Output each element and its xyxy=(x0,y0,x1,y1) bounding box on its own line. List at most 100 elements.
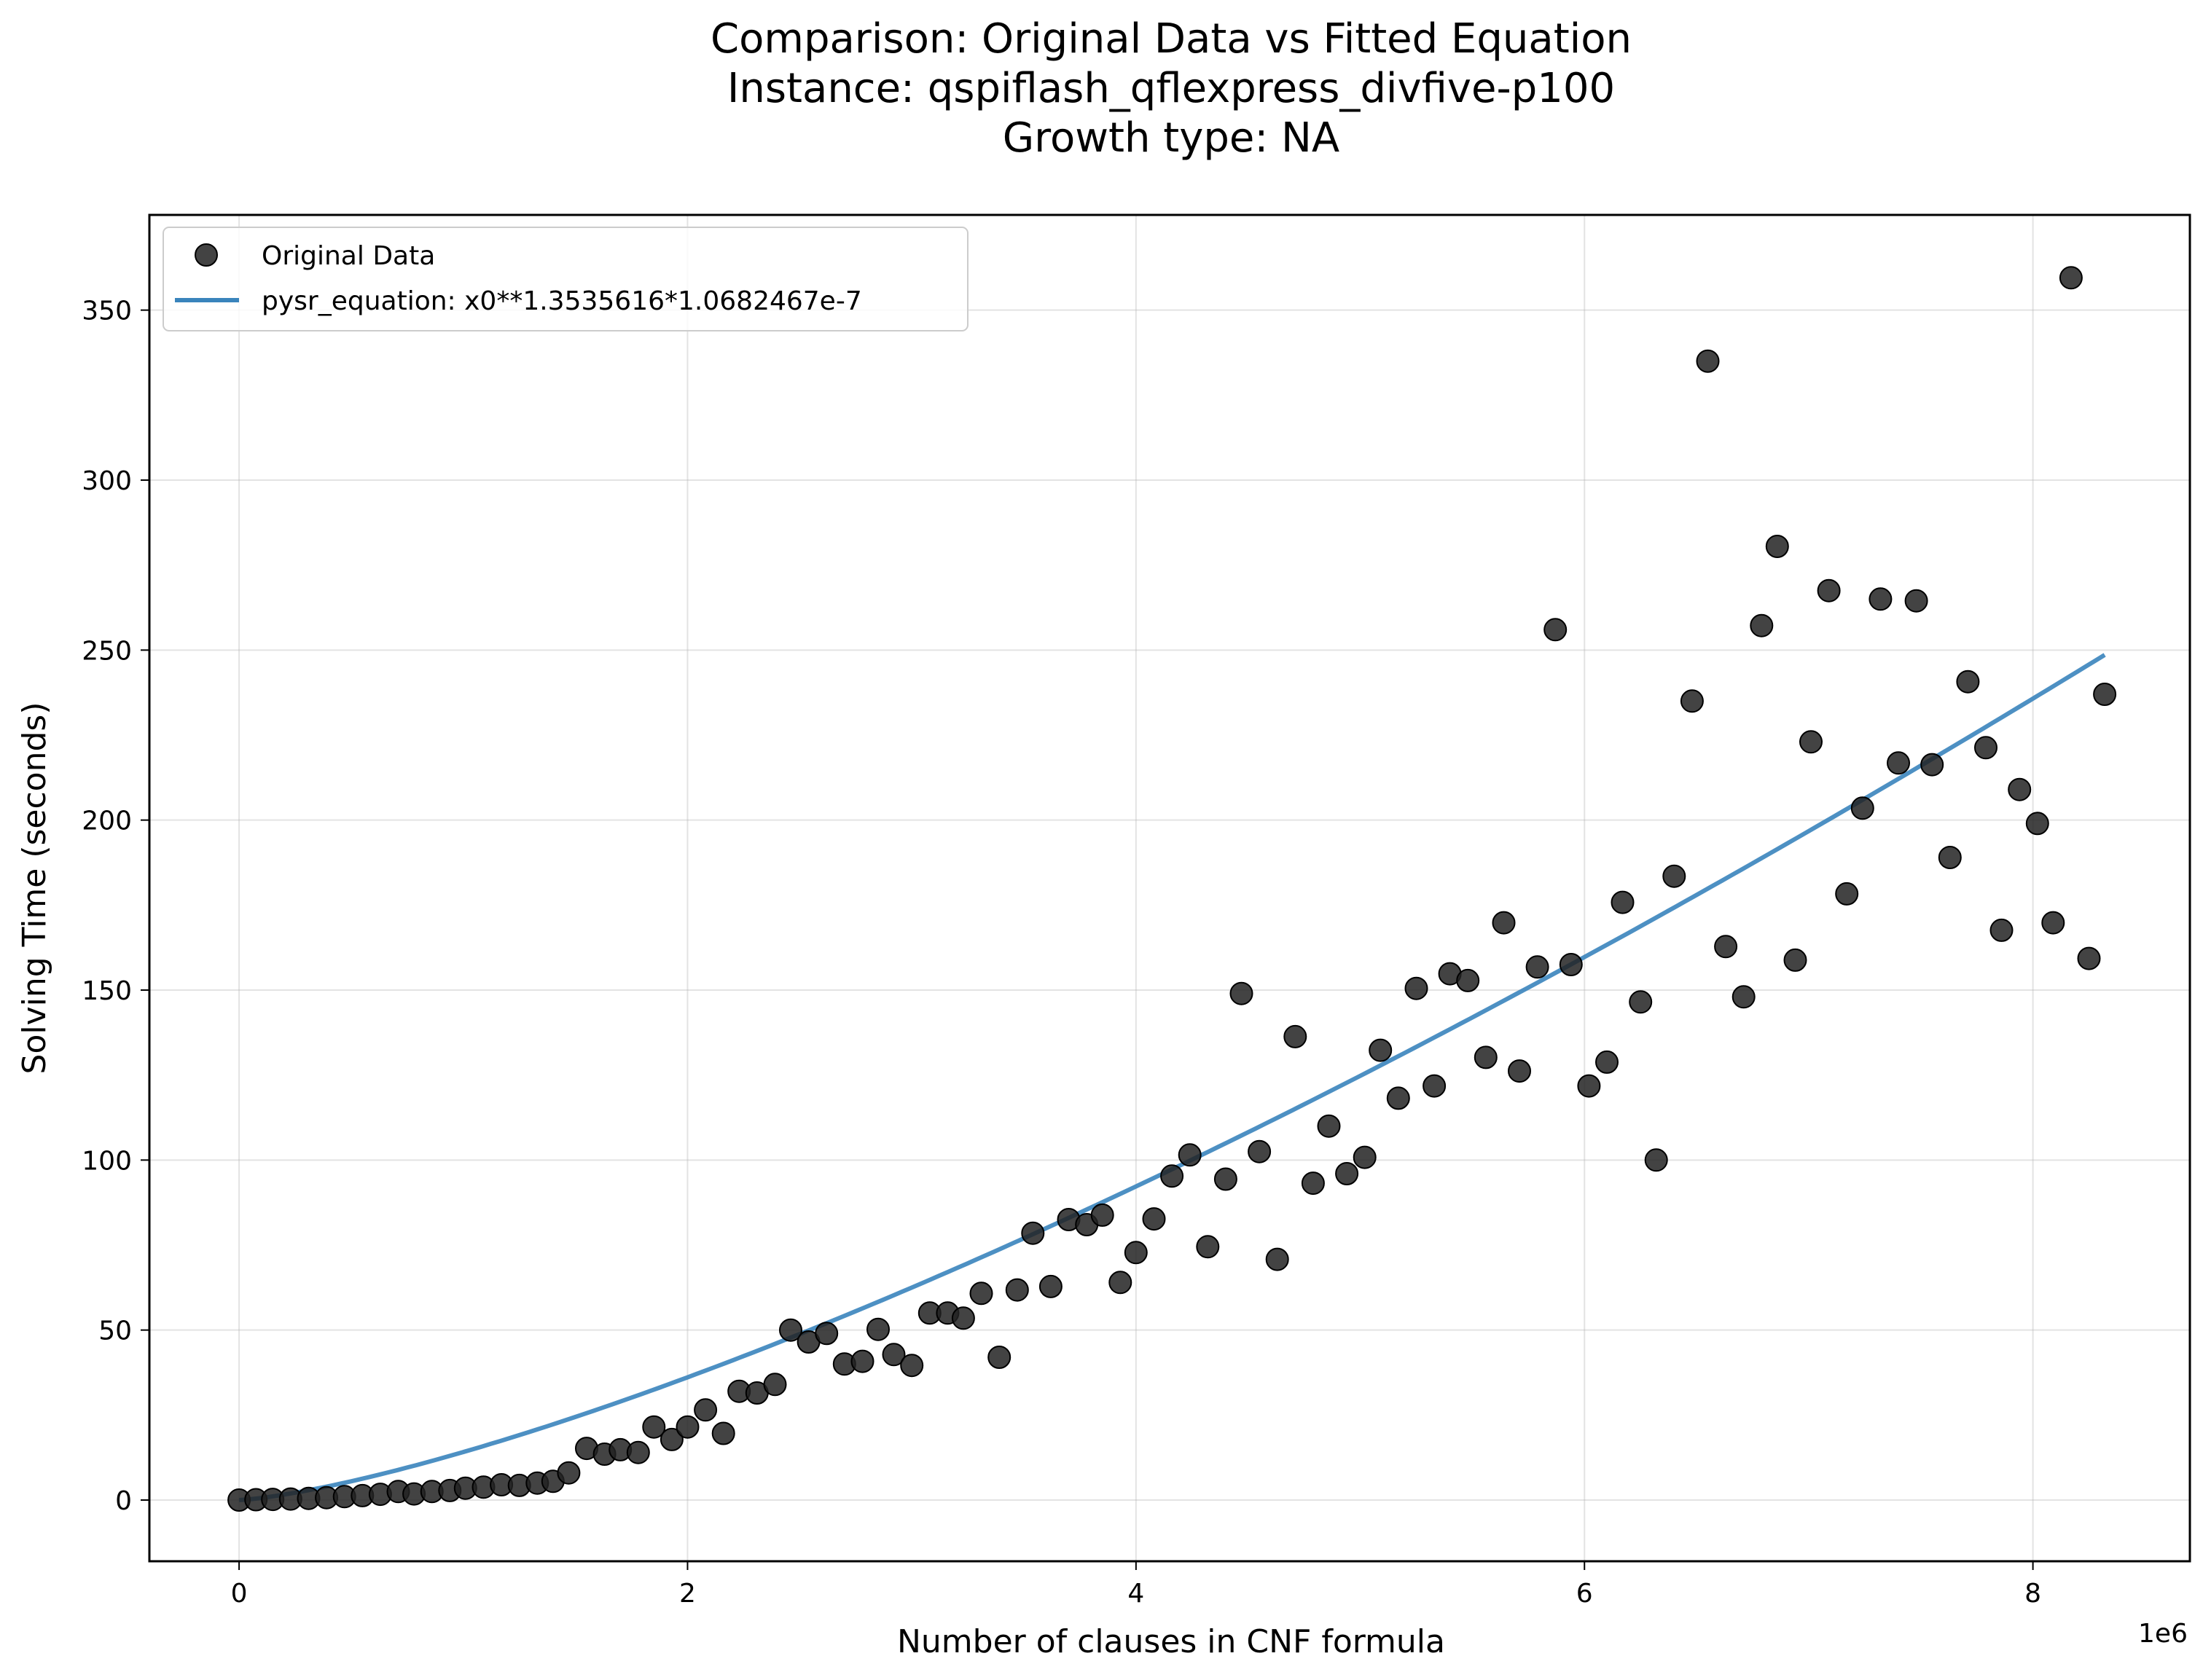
data-point xyxy=(1353,1145,1377,1169)
data-point xyxy=(1213,1167,1237,1191)
data-point xyxy=(1508,1059,1531,1083)
data-point xyxy=(1404,976,1428,1000)
data-point xyxy=(1021,1221,1045,1245)
data-point xyxy=(557,1461,581,1485)
data-point xyxy=(900,1354,924,1378)
data-point xyxy=(1938,846,1962,869)
data-point xyxy=(2008,777,2032,801)
x-tick-label: 4 xyxy=(1127,1579,1144,1609)
data-point xyxy=(850,1349,874,1373)
data-point xyxy=(2059,266,2083,290)
y-tick-label: 250 xyxy=(82,636,132,666)
data-point xyxy=(1732,985,1756,1009)
y-tick-label: 350 xyxy=(82,297,132,326)
data-point xyxy=(2077,946,2101,970)
data-point xyxy=(1989,918,2014,942)
data-point xyxy=(951,1306,975,1330)
data-point xyxy=(1543,618,1568,642)
data-point xyxy=(763,1373,787,1397)
legend-label-original-data: Original Data xyxy=(262,241,435,271)
data-point xyxy=(1142,1207,1166,1231)
data-point xyxy=(1335,1162,1359,1185)
y-tick-label: 200 xyxy=(82,806,132,836)
data-point xyxy=(866,1317,890,1341)
data-point xyxy=(1369,1038,1393,1062)
data-point xyxy=(1765,535,1789,558)
plot-frame xyxy=(148,213,2191,1563)
data-point xyxy=(815,1322,839,1346)
data-point xyxy=(1525,955,1549,979)
data-point xyxy=(1956,670,1980,694)
data-point xyxy=(1662,864,1686,888)
y-tick-label: 50 xyxy=(98,1316,132,1346)
data-point xyxy=(1124,1241,1148,1265)
data-point xyxy=(1904,589,1928,613)
data-point xyxy=(2093,683,2117,706)
data-point xyxy=(1248,1139,1272,1163)
data-point xyxy=(1629,990,1653,1014)
y-axis-ticks: 0 50 100 150 200 250 300 350 xyxy=(82,297,149,1516)
title-line-3: Growth type: NA xyxy=(1003,114,1339,162)
data-point xyxy=(1178,1143,1202,1167)
data-point xyxy=(2025,812,2049,836)
data-point xyxy=(1869,587,1893,611)
data-point xyxy=(1887,751,1910,775)
data-point xyxy=(1817,578,1841,602)
scatter-points xyxy=(227,266,2117,1512)
data-point xyxy=(969,1281,993,1306)
data-point xyxy=(1850,796,1874,820)
data-point xyxy=(1492,911,1516,935)
legend-scatter-marker xyxy=(195,243,218,267)
data-point xyxy=(1577,1074,1601,1098)
data-point xyxy=(779,1318,802,1342)
data-point xyxy=(694,1398,718,1422)
legend-label-pysr-equation: pysr_equation: x0**1.3535616*1.0682467e-… xyxy=(262,286,862,316)
y-tick-label: 150 xyxy=(82,976,132,1006)
data-point xyxy=(626,1440,650,1464)
gridlines xyxy=(149,215,2190,1561)
data-point xyxy=(1750,613,1774,637)
data-point xyxy=(711,1421,735,1445)
data-point xyxy=(1229,981,1253,1005)
y-tick-label: 300 xyxy=(82,466,132,496)
x-tick-label: 8 xyxy=(2024,1579,2041,1609)
data-point xyxy=(1005,1278,1029,1302)
x-axis-label: Number of clauses in CNF formula xyxy=(897,1623,1445,1660)
data-point xyxy=(1920,753,1944,777)
fitted-line-layer xyxy=(238,653,2106,1502)
fitted-equation-line xyxy=(238,653,2106,1502)
data-point xyxy=(882,1343,906,1367)
data-point xyxy=(1456,968,1480,992)
y-axis-label: Solving Time (seconds) xyxy=(16,702,53,1075)
data-point xyxy=(1714,935,1738,959)
legend-box xyxy=(163,227,969,331)
data-point xyxy=(1090,1203,1114,1227)
data-point xyxy=(1974,736,1997,760)
data-point xyxy=(1160,1164,1184,1188)
data-point xyxy=(1696,349,1720,373)
data-point xyxy=(1196,1235,1220,1259)
data-point xyxy=(1423,1074,1447,1098)
data-point xyxy=(1611,890,1635,914)
x-axis-offset-label: 1e6 xyxy=(2138,1619,2188,1649)
x-axis-ticks: 0 2 4 6 8 xyxy=(231,1561,2041,1609)
chart-title: Comparison: Original Data vs Fitted Equa… xyxy=(711,15,1632,162)
data-point xyxy=(1559,953,1583,976)
data-point xyxy=(1799,730,1823,754)
x-tick-label: 2 xyxy=(679,1579,696,1609)
data-point xyxy=(1265,1247,1289,1271)
legend: Original Data pysr_equation: x0**1.35356… xyxy=(163,227,969,331)
data-point xyxy=(1108,1271,1132,1295)
title-line-1: Comparison: Original Data vs Fitted Equa… xyxy=(711,15,1632,63)
data-point xyxy=(1038,1274,1063,1298)
data-point xyxy=(642,1415,666,1439)
data-point xyxy=(987,1346,1011,1369)
data-point xyxy=(660,1427,684,1451)
data-point xyxy=(1644,1148,1668,1172)
data-point xyxy=(1783,948,1807,972)
data-point xyxy=(676,1415,700,1439)
data-point xyxy=(1283,1024,1307,1048)
data-point xyxy=(2041,911,2065,935)
title-line-2: Instance: qspiflash_qflexpress_divfive-p… xyxy=(727,65,1615,112)
